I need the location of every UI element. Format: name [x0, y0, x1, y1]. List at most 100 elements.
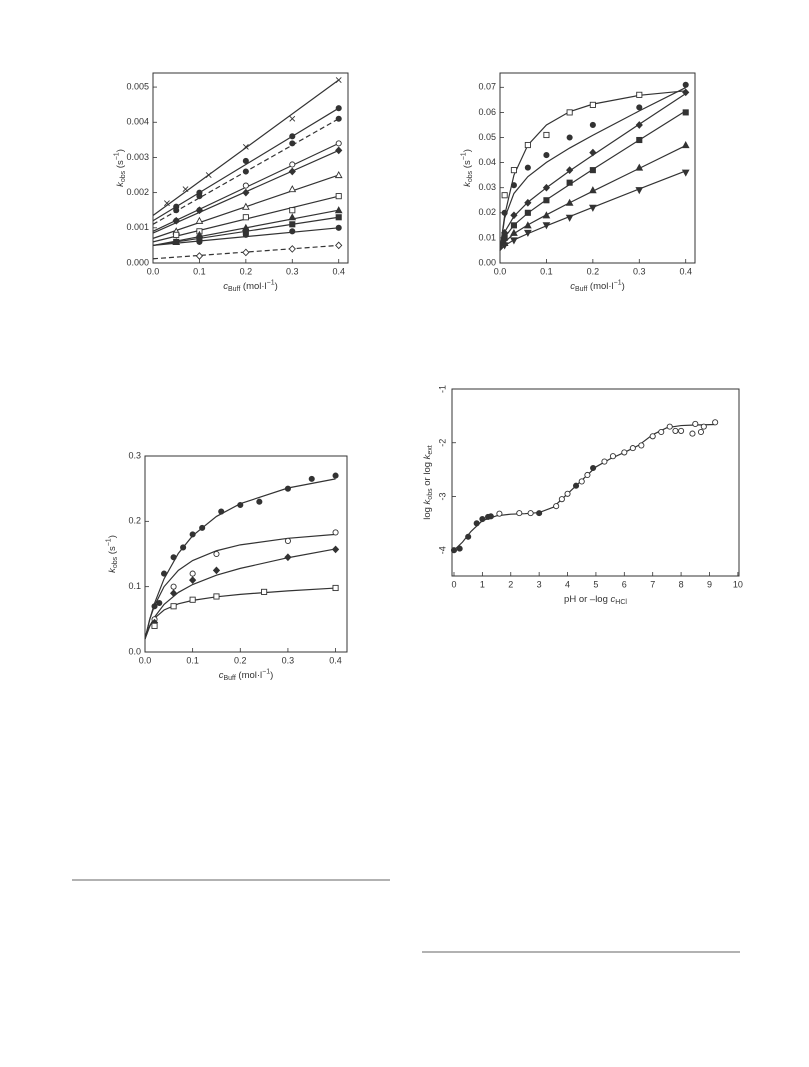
label-part: obs — [120, 170, 127, 182]
point — [334, 170, 343, 179]
y-tick-label: -3 — [437, 492, 447, 500]
point — [510, 167, 517, 174]
label-part: c — [219, 670, 224, 681]
fit-line — [499, 87, 686, 251]
label-part: c — [611, 594, 616, 605]
y-tick-label: 0.03 — [478, 182, 496, 192]
y-tick-label: 0.005 — [126, 81, 149, 91]
point — [169, 589, 178, 598]
point — [335, 224, 342, 231]
point — [524, 198, 532, 207]
point — [682, 81, 689, 88]
label-part: k — [462, 181, 473, 187]
point — [636, 91, 643, 98]
point — [289, 133, 296, 140]
point — [589, 101, 596, 108]
plot-frame — [451, 388, 740, 577]
point — [487, 513, 494, 520]
label-part: obs — [427, 488, 434, 500]
point — [566, 134, 573, 141]
point — [635, 121, 643, 129]
y-tick-label: 0.3 — [128, 450, 141, 460]
label-part: (mol·l — [587, 281, 613, 292]
label-part: −1 — [460, 152, 467, 160]
point — [501, 209, 508, 216]
y-axis-label: kobs (s−1) — [460, 149, 474, 187]
x-tick-label: 0.2 — [587, 266, 600, 276]
point — [543, 131, 550, 139]
x-axis-label: pH or –log cHCl — [564, 594, 627, 606]
point — [565, 214, 574, 222]
y-tick-label: 0.004 — [126, 117, 149, 127]
point — [195, 216, 204, 224]
x-tick-label: 0.0 — [494, 266, 507, 276]
x-tick-label: 5 — [593, 579, 598, 589]
point — [542, 222, 551, 230]
point — [331, 545, 340, 554]
point — [212, 566, 221, 575]
point — [151, 603, 158, 610]
x-tick-label: 0.1 — [540, 266, 553, 276]
label-part: c — [223, 281, 228, 292]
point — [681, 169, 690, 177]
point — [635, 187, 644, 195]
x-tick-label: 8 — [679, 579, 684, 589]
y-tick-label: 0.01 — [478, 232, 496, 242]
label-part: ext — [427, 445, 434, 454]
label-part: or log — [422, 459, 433, 488]
x-tick-label: 4 — [565, 579, 570, 589]
label-part: k — [422, 498, 433, 504]
label-part: obs — [112, 556, 119, 568]
point — [156, 599, 163, 607]
point — [496, 510, 503, 517]
x-tick-label: 0.4 — [679, 266, 692, 276]
point — [566, 166, 574, 174]
point — [196, 193, 203, 200]
point — [173, 231, 180, 238]
point — [288, 167, 296, 176]
label-part: −1 — [614, 279, 622, 286]
point — [242, 143, 249, 150]
point — [589, 167, 596, 174]
point — [256, 498, 263, 505]
point — [189, 570, 196, 577]
x-tick-label: 0.1 — [193, 266, 206, 276]
point — [564, 490, 571, 497]
y-tick-label: 0.0 — [128, 646, 141, 656]
point — [658, 428, 665, 436]
point — [700, 423, 707, 430]
point — [682, 109, 689, 116]
point — [601, 458, 608, 465]
x-axis-label: cBuff (mol·l−1) — [219, 668, 274, 682]
x-tick-label: 0.3 — [282, 655, 295, 665]
y-axis-label: kobs (s−1) — [113, 149, 127, 187]
point — [584, 471, 591, 479]
x-tick-label: 0.0 — [139, 655, 152, 665]
label-part: ) — [115, 149, 126, 152]
point — [510, 222, 517, 229]
y-tick-label: 0.00 — [478, 257, 496, 267]
point — [170, 554, 177, 561]
x-tick-label: 0.2 — [234, 655, 247, 665]
point — [609, 453, 617, 460]
point — [578, 478, 585, 485]
point — [524, 209, 531, 216]
label-part: ) — [462, 149, 473, 152]
point — [242, 168, 249, 175]
point — [334, 206, 343, 214]
x-tick-label: 1 — [480, 579, 485, 589]
label-part: −1 — [113, 152, 120, 160]
y-tick-label: 0.001 — [126, 222, 149, 232]
point — [289, 207, 296, 214]
point — [558, 496, 565, 503]
x-tick-label: 2 — [508, 579, 513, 589]
point — [261, 588, 268, 595]
point — [542, 211, 551, 219]
point — [573, 482, 580, 489]
point — [510, 182, 517, 189]
point — [501, 192, 508, 199]
point — [242, 182, 249, 189]
x-tick-label: 0.3 — [286, 266, 299, 276]
point — [590, 464, 597, 472]
